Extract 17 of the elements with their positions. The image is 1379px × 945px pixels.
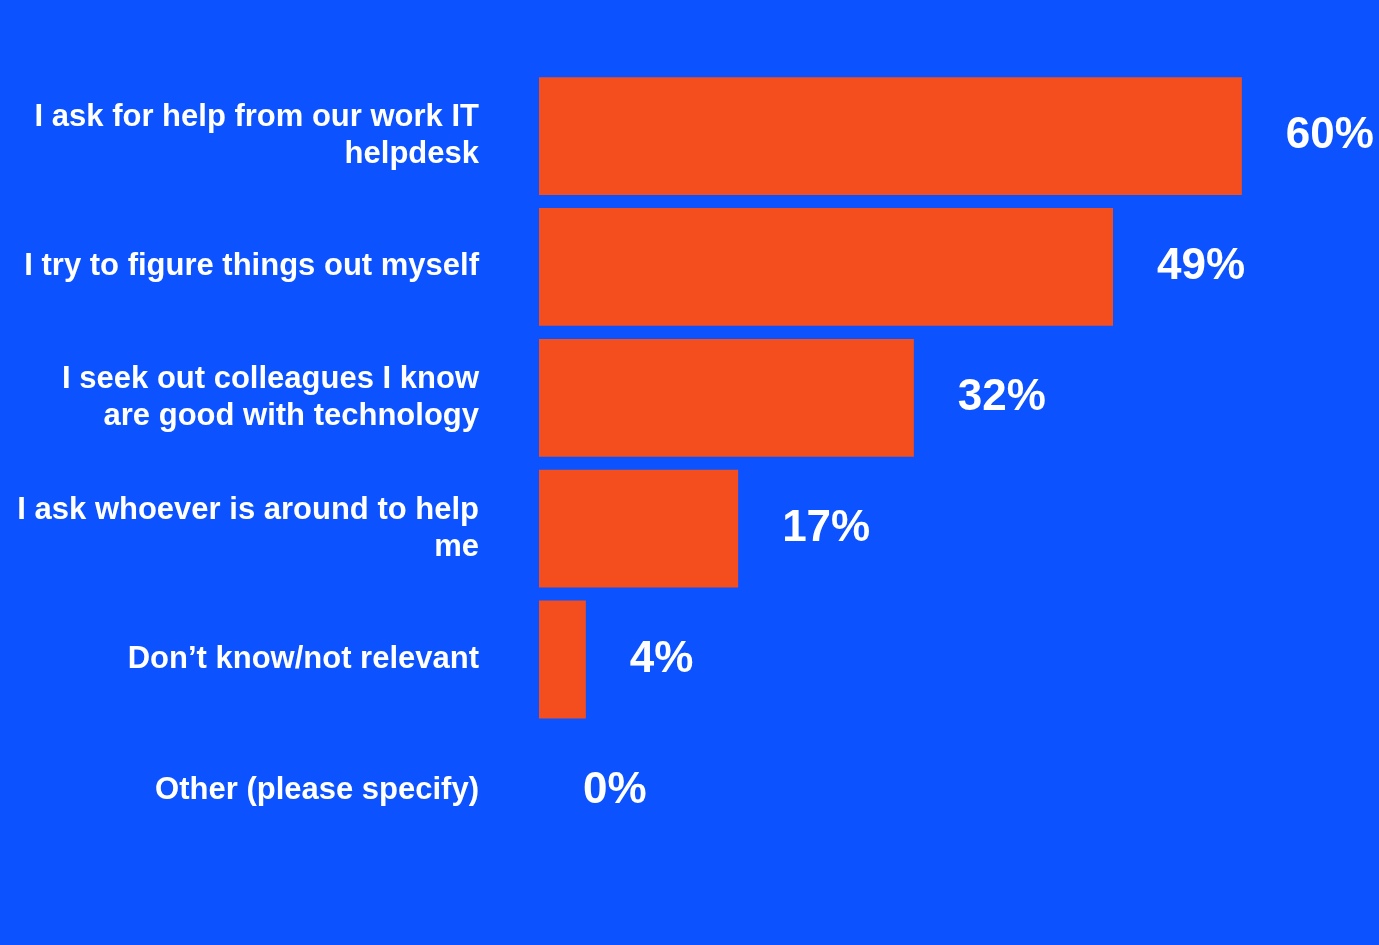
data-label: 49% <box>1157 239 1246 289</box>
y-tick-label: I ask whoever is around to help me <box>17 490 479 563</box>
bar <box>539 77 1242 195</box>
y-tick-label: I try to figure things out myself <box>24 247 480 283</box>
bar <box>539 600 586 719</box>
y-tick-label: I ask for help from our work IT helpdesk <box>34 97 480 171</box>
bar <box>539 338 914 457</box>
data-label: 0% <box>583 762 647 812</box>
y-tick-label: Other (please specify) <box>155 770 479 806</box>
data-label: 60% <box>1285 108 1374 158</box>
y-tick-label: I seek out colleagues I know are good with technology <box>62 359 480 432</box>
data-label: 17% <box>782 500 871 550</box>
bar <box>539 469 739 588</box>
data-label: 4% <box>629 631 694 681</box>
y-tick-label: Don’t know/not relevant <box>127 640 479 676</box>
bar <box>539 208 1113 326</box>
data-label: 32% <box>957 369 1046 419</box>
